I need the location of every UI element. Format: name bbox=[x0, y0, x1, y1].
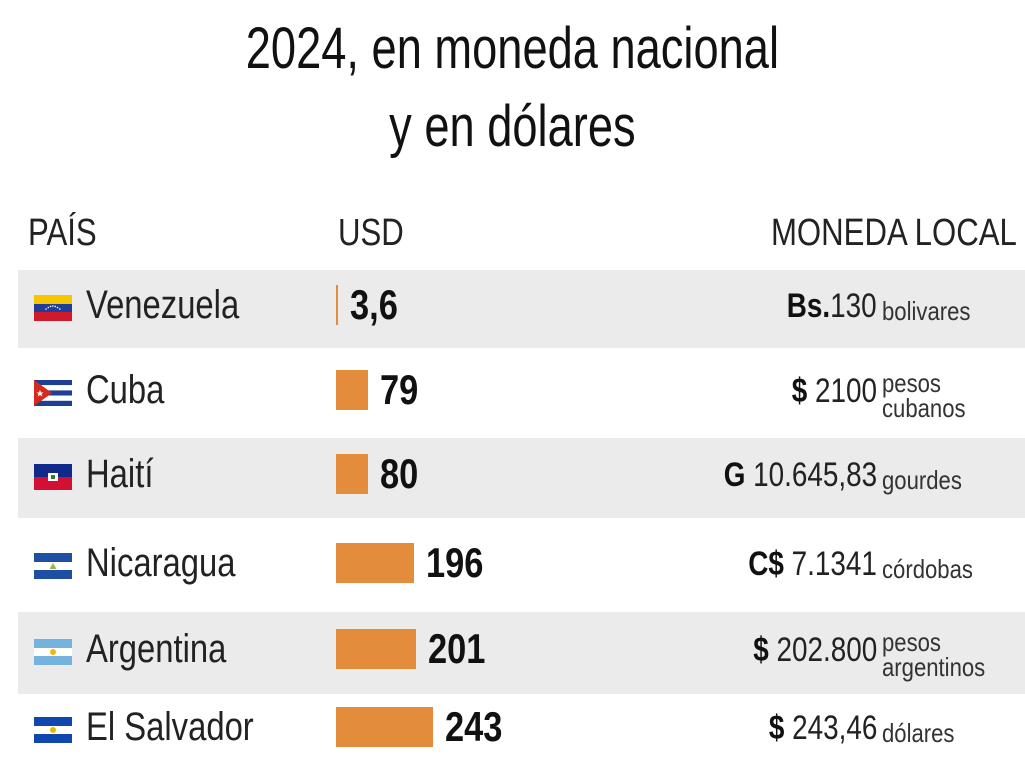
currency-symbol: Bs. bbox=[787, 287, 831, 325]
local-currency-amount: $ 2100 bbox=[792, 372, 877, 411]
usd-bar bbox=[336, 454, 368, 494]
currency-unit-line: bolivares bbox=[882, 295, 971, 326]
table-row: Venezuela 3,6 Bs.130 bolivares bbox=[18, 270, 1025, 348]
currency-unit-line: córdobas bbox=[882, 553, 973, 584]
currency-amount: 202.800 bbox=[768, 631, 877, 669]
currency-unit: pesos cubanos bbox=[882, 368, 966, 423]
currency-unit: córdobas bbox=[882, 553, 973, 584]
usd-value-label: 201 bbox=[428, 625, 486, 672]
country-label: Argentina bbox=[86, 627, 227, 671]
header-usd: USD bbox=[338, 212, 404, 254]
local-currency-amount: Bs.130 bbox=[787, 287, 877, 326]
currency-unit-line: argentinos bbox=[882, 652, 986, 682]
currency-unit-line: gourdes bbox=[882, 464, 962, 495]
chart-title: 2024, en moneda nacional y en dólares bbox=[113, 10, 913, 166]
table-row: Nicaragua 196 C$ 7.1341 córdobas bbox=[18, 522, 1025, 612]
local-currency-amount: $ 243,46 bbox=[768, 709, 877, 748]
haiti-flag-icon bbox=[34, 464, 72, 490]
table-row: Haití 80 G 10.645,83 gourdes bbox=[18, 438, 1025, 518]
currency-unit: pesos argentinos bbox=[882, 627, 986, 682]
currency-symbol: $ bbox=[752, 631, 769, 669]
currency-unit-line: dólares bbox=[882, 717, 955, 748]
currency-symbol: $ bbox=[791, 372, 808, 410]
table-row: Cuba 79 $ 2100 pesos cubanos bbox=[18, 350, 1025, 438]
currency-unit: bolivares bbox=[882, 295, 971, 326]
usd-value-label: 243 bbox=[445, 703, 503, 750]
local-currency-amount: G 10.645,83 bbox=[724, 456, 877, 495]
currency-symbol: G bbox=[723, 456, 746, 494]
currency-unit-line: cubanos bbox=[882, 393, 966, 423]
el-salvador-flag-icon bbox=[34, 717, 72, 743]
usd-value-label: 196 bbox=[426, 539, 484, 586]
currency-symbol: C$ bbox=[748, 545, 784, 583]
currency-amount: 2100 bbox=[807, 372, 877, 410]
table-row: Argentina 201 $ 202.800 pesos argentinos bbox=[18, 612, 1025, 694]
currency-amount: 10.645,83 bbox=[745, 456, 877, 494]
currency-amount: 130 bbox=[830, 287, 877, 325]
usd-bar bbox=[336, 629, 417, 669]
header-local-currency: MONEDA LOCAL bbox=[771, 212, 1017, 254]
currency-amount: 243,46 bbox=[783, 709, 877, 747]
nicaragua-flag-icon bbox=[34, 553, 72, 579]
header-country: PAÍS bbox=[28, 212, 97, 254]
table-row: El Salvador 243 $ 243,46 dólares bbox=[18, 694, 1025, 768]
usd-value-label: 3,6 bbox=[350, 281, 398, 328]
title-line-1: 2024, en moneda nacional bbox=[245, 16, 780, 81]
local-currency-amount: C$ 7.1341 bbox=[748, 545, 877, 584]
local-currency-amount: $ 202.800 bbox=[753, 631, 877, 670]
country-label: Cuba bbox=[86, 368, 165, 412]
currency-amount: 7.1341 bbox=[783, 545, 877, 583]
usd-bar bbox=[336, 543, 415, 583]
usd-bar bbox=[336, 707, 434, 747]
venezuela-flag-icon bbox=[34, 295, 72, 321]
currency-unit-line: pesos bbox=[882, 368, 941, 398]
country-label: El Salvador bbox=[86, 705, 254, 749]
usd-value-label: 79 bbox=[379, 366, 418, 413]
usd-bar bbox=[336, 285, 338, 325]
currency-symbol: $ bbox=[768, 709, 784, 747]
title-line-2: y en dólares bbox=[389, 94, 636, 159]
country-label: Venezuela bbox=[86, 283, 240, 327]
currency-unit-line: pesos bbox=[882, 627, 941, 657]
currency-unit: dólares bbox=[882, 717, 955, 748]
argentina-flag-icon bbox=[34, 639, 72, 665]
currency-unit: gourdes bbox=[882, 464, 962, 495]
usd-value-label: 80 bbox=[380, 450, 419, 497]
country-label: Nicaragua bbox=[86, 541, 236, 585]
country-label: Haití bbox=[86, 452, 154, 496]
cuba-flag-icon bbox=[34, 380, 72, 406]
usd-bar bbox=[336, 370, 368, 410]
